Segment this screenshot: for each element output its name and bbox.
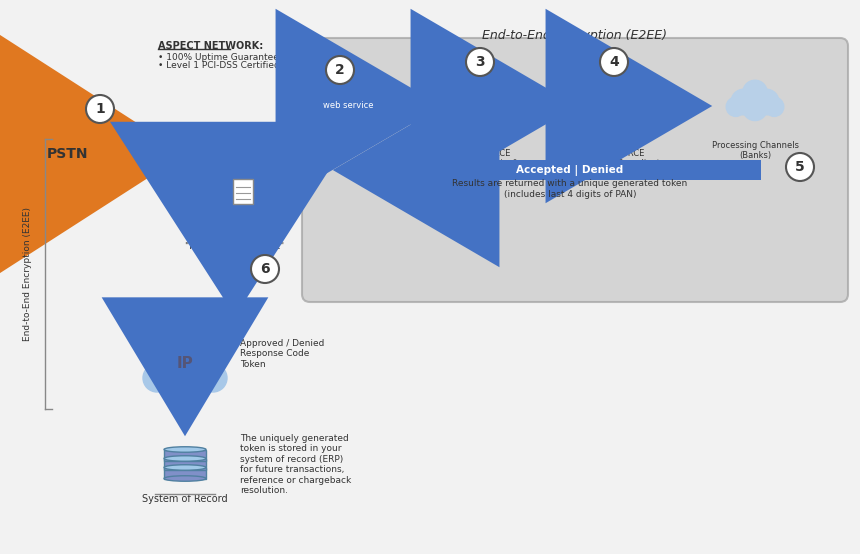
Ellipse shape bbox=[593, 102, 635, 108]
Circle shape bbox=[151, 352, 187, 388]
Circle shape bbox=[169, 364, 201, 396]
Circle shape bbox=[21, 152, 52, 183]
Circle shape bbox=[199, 364, 227, 392]
FancyBboxPatch shape bbox=[593, 88, 635, 99]
Polygon shape bbox=[452, 78, 508, 134]
Circle shape bbox=[466, 48, 494, 76]
Circle shape bbox=[30, 138, 71, 179]
Circle shape bbox=[183, 352, 219, 388]
FancyBboxPatch shape bbox=[233, 179, 253, 204]
Circle shape bbox=[50, 152, 86, 188]
Circle shape bbox=[731, 89, 757, 115]
Text: Accepted | Denied: Accepted | Denied bbox=[516, 165, 624, 176]
Text: web service: web service bbox=[322, 101, 373, 110]
Text: ASPECT IVR +
WATERFIELD
"PCI Secure Payment"
IVR Application: ASPECT IVR + WATERFIELD "PCI Secure Paym… bbox=[186, 221, 285, 261]
Text: 4: 4 bbox=[609, 55, 619, 69]
Ellipse shape bbox=[593, 94, 635, 99]
Ellipse shape bbox=[593, 85, 635, 90]
Ellipse shape bbox=[164, 476, 206, 481]
Text: • Level 1 PCI-DSS Certified: • Level 1 PCI-DSS Certified bbox=[158, 61, 280, 70]
Text: End-to-End Encryption (E2EE): End-to-End Encryption (E2EE) bbox=[482, 29, 667, 43]
Ellipse shape bbox=[593, 114, 635, 119]
Text: IP: IP bbox=[176, 357, 194, 372]
Circle shape bbox=[65, 138, 107, 179]
FancyBboxPatch shape bbox=[379, 160, 761, 180]
Circle shape bbox=[753, 89, 779, 115]
Circle shape bbox=[46, 125, 90, 170]
Text: Processing Channels
(Banks): Processing Channels (Banks) bbox=[711, 141, 798, 161]
FancyBboxPatch shape bbox=[216, 149, 255, 155]
FancyBboxPatch shape bbox=[164, 468, 206, 479]
Circle shape bbox=[765, 97, 783, 116]
Text: 5: 5 bbox=[796, 160, 805, 174]
Text: PSTN: PSTN bbox=[47, 147, 89, 161]
Text: Results are returned with a unique generated token
(includes last 4 digits of PA: Results are returned with a unique gener… bbox=[452, 179, 688, 199]
Circle shape bbox=[83, 152, 115, 183]
Text: 6: 6 bbox=[261, 262, 270, 276]
Circle shape bbox=[86, 95, 114, 123]
Circle shape bbox=[251, 255, 279, 283]
FancyBboxPatch shape bbox=[302, 38, 848, 302]
FancyBboxPatch shape bbox=[216, 173, 255, 179]
FancyBboxPatch shape bbox=[316, 96, 380, 116]
Circle shape bbox=[743, 80, 767, 105]
Circle shape bbox=[326, 56, 354, 84]
Circle shape bbox=[165, 340, 205, 380]
Text: 2: 2 bbox=[335, 63, 345, 77]
Circle shape bbox=[600, 48, 628, 76]
Circle shape bbox=[726, 97, 746, 116]
Text: System of Record: System of Record bbox=[142, 494, 228, 504]
Text: • 100% Uptime Guarantee: • 100% Uptime Guarantee bbox=[158, 53, 279, 61]
Ellipse shape bbox=[164, 456, 206, 461]
Circle shape bbox=[471, 97, 488, 115]
Ellipse shape bbox=[164, 447, 206, 452]
Text: ASPECT NETWORK:: ASPECT NETWORK: bbox=[158, 41, 263, 51]
FancyBboxPatch shape bbox=[164, 459, 206, 469]
FancyBboxPatch shape bbox=[593, 96, 635, 107]
FancyBboxPatch shape bbox=[216, 161, 255, 167]
FancyBboxPatch shape bbox=[593, 105, 635, 116]
Text: CYBERSOURCE
"CC Tokenization"
Application: CYBERSOURCE "CC Tokenization" Applicatio… bbox=[443, 149, 517, 179]
FancyBboxPatch shape bbox=[164, 449, 206, 460]
Text: CYBERSOURCE
PCI Level 1 Compliant
Data Vault: CYBERSOURCE PCI Level 1 Compliant Data V… bbox=[568, 149, 660, 179]
FancyBboxPatch shape bbox=[212, 124, 257, 184]
Text: 1: 1 bbox=[95, 102, 105, 116]
Ellipse shape bbox=[164, 465, 206, 470]
FancyBboxPatch shape bbox=[216, 137, 255, 143]
Text: Approved / Denied
Response Code
Token: Approved / Denied Response Code Token bbox=[240, 339, 324, 369]
Circle shape bbox=[786, 153, 814, 181]
Text: End-to-End Encryption (E2EE): End-to-End Encryption (E2EE) bbox=[23, 207, 33, 341]
Text: 3: 3 bbox=[476, 55, 485, 69]
Circle shape bbox=[743, 96, 767, 121]
Text: The uniquely generated
token is stored in your
system of record (ERP)
for future: The uniquely generated token is stored i… bbox=[240, 434, 351, 495]
Circle shape bbox=[143, 364, 171, 392]
